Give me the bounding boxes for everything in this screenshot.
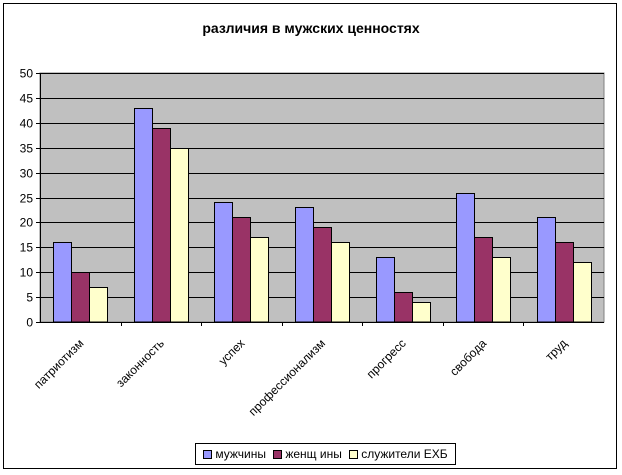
bar-1-патриотизм	[53, 242, 72, 323]
y-tick-label: 15	[20, 241, 34, 255]
bar-3-законность	[170, 148, 189, 323]
legend-item: женщ ины	[273, 447, 342, 461]
bar-3-успех	[250, 237, 269, 323]
y-tick-label: 25	[20, 192, 34, 206]
bar-2-труд	[555, 242, 574, 323]
x-tick-label: профессионализм	[246, 336, 328, 418]
bar-2-патриотизм	[71, 272, 90, 323]
legend-swatch	[203, 449, 213, 459]
bar-1-прогресс	[376, 257, 395, 323]
bar-1-успех	[214, 202, 233, 323]
y-tick-label: 0	[26, 316, 33, 330]
legend-label: женщ ины	[285, 447, 342, 461]
bar-3-труд	[573, 262, 592, 323]
legend-item: мужчины	[203, 447, 266, 461]
x-tick-label: свобода	[447, 336, 490, 379]
bar-2-прогресс	[394, 292, 413, 323]
y-tick-label: 40	[20, 117, 34, 131]
bar-1-профессионализм	[295, 207, 314, 323]
bar-3-свобода	[492, 257, 511, 323]
chart-title: различия в мужских ценностях	[202, 20, 420, 36]
x-tick-label: прогресс	[364, 336, 409, 381]
y-tick-label: 20	[20, 216, 34, 230]
legend-swatch	[349, 449, 359, 459]
y-tick-label: 5	[26, 291, 33, 305]
bar-3-прогресс	[412, 302, 431, 323]
bar-2-успех	[232, 217, 251, 323]
legend: мужчины женщ ины служители ЕХБ	[195, 443, 456, 465]
bar-3-патриотизм	[89, 287, 108, 323]
x-tick-label: успех	[216, 336, 248, 368]
bar-2-профессионализм	[313, 227, 332, 323]
bar-3-профессионализм	[331, 242, 350, 323]
y-tick-label: 35	[20, 142, 34, 156]
x-tick-label: труд	[543, 336, 570, 363]
bar-1-труд	[537, 217, 556, 323]
legend-item: служители ЕХБ	[349, 447, 448, 461]
y-tick-label: 10	[20, 266, 34, 280]
bar-1-законность	[134, 108, 153, 323]
x-tick-label: законность	[113, 336, 167, 390]
x-tick-label: патриотизм	[31, 336, 86, 391]
legend-label: служители ЕХБ	[361, 447, 448, 461]
y-tick-label: 50	[20, 67, 34, 81]
y-tick-label: 30	[20, 167, 34, 181]
bar-2-законность	[152, 128, 171, 323]
legend-label: мужчины	[215, 447, 266, 461]
bar-2-свобода	[474, 237, 493, 323]
bar-1-свобода	[456, 193, 475, 323]
y-tick-label: 45	[20, 92, 34, 106]
legend-swatch	[273, 449, 283, 459]
